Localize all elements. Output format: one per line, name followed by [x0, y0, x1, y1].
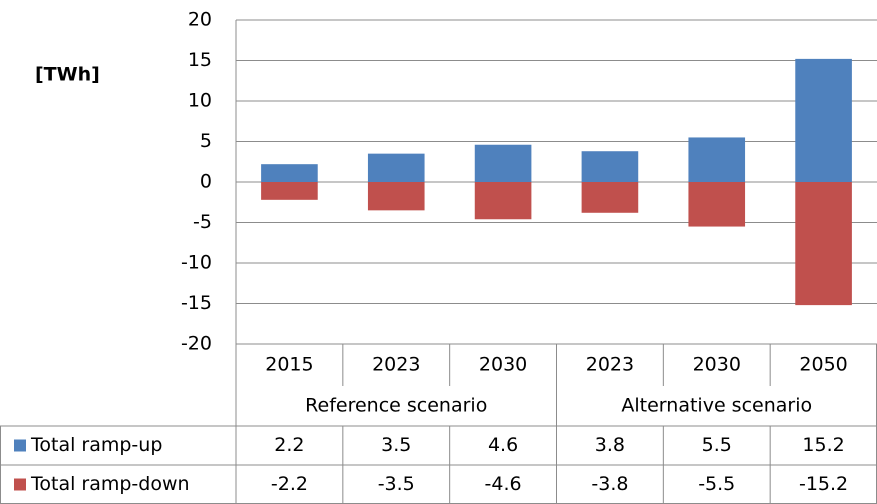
bar — [795, 182, 852, 306]
bar — [581, 151, 639, 182]
legend-label: Total ramp-down — [30, 473, 190, 495]
bar — [367, 182, 425, 211]
table-value: -3.5 — [378, 473, 415, 495]
x-tick-label: 2030 — [479, 354, 527, 376]
bar — [795, 58, 852, 182]
group-label: Alternative scenario — [621, 395, 812, 417]
y-tick-label: -20 — [181, 333, 212, 355]
bar — [261, 164, 318, 182]
x-tick-label: 2030 — [693, 354, 741, 376]
y-tick-label: -15 — [181, 292, 212, 314]
bar — [367, 153, 425, 182]
legend-label: Total ramp-up — [30, 434, 162, 456]
bar — [688, 182, 746, 227]
y-axis-label: [TWh] — [35, 64, 100, 86]
bar — [474, 144, 532, 182]
table-value: -2.2 — [271, 473, 308, 495]
legend-swatch — [14, 478, 26, 491]
table-value: -4.6 — [485, 473, 522, 495]
table-value: 2.2 — [274, 434, 304, 456]
y-tick-label: -5 — [193, 211, 212, 233]
table-value: 3.8 — [595, 434, 625, 456]
bar — [474, 182, 532, 220]
y-tick-label: 15 — [188, 49, 212, 71]
y-tick-label: 0 — [200, 171, 212, 193]
table-value: 3.5 — [381, 434, 411, 456]
x-tick-label: 2023 — [372, 354, 420, 376]
table-value: -15.2 — [799, 473, 848, 495]
group-label: Reference scenario — [305, 395, 487, 417]
y-tick-label: 20 — [188, 9, 212, 31]
x-tick-label: 2023 — [586, 354, 634, 376]
bar — [581, 182, 639, 213]
table-value: 4.6 — [488, 434, 518, 456]
bar — [261, 182, 318, 200]
table-value: -5.5 — [698, 473, 735, 495]
bar — [688, 137, 746, 182]
table-value: -3.8 — [591, 473, 628, 495]
x-tick-label: 2050 — [799, 354, 847, 376]
legend-swatch — [14, 439, 26, 452]
y-tick-label: 5 — [200, 130, 212, 152]
table-value: 15.2 — [802, 434, 844, 456]
table-value: 5.5 — [702, 434, 732, 456]
y-tick-label: -10 — [181, 252, 212, 274]
x-tick-label: 2015 — [265, 354, 313, 376]
y-tick-label: 10 — [188, 90, 212, 112]
